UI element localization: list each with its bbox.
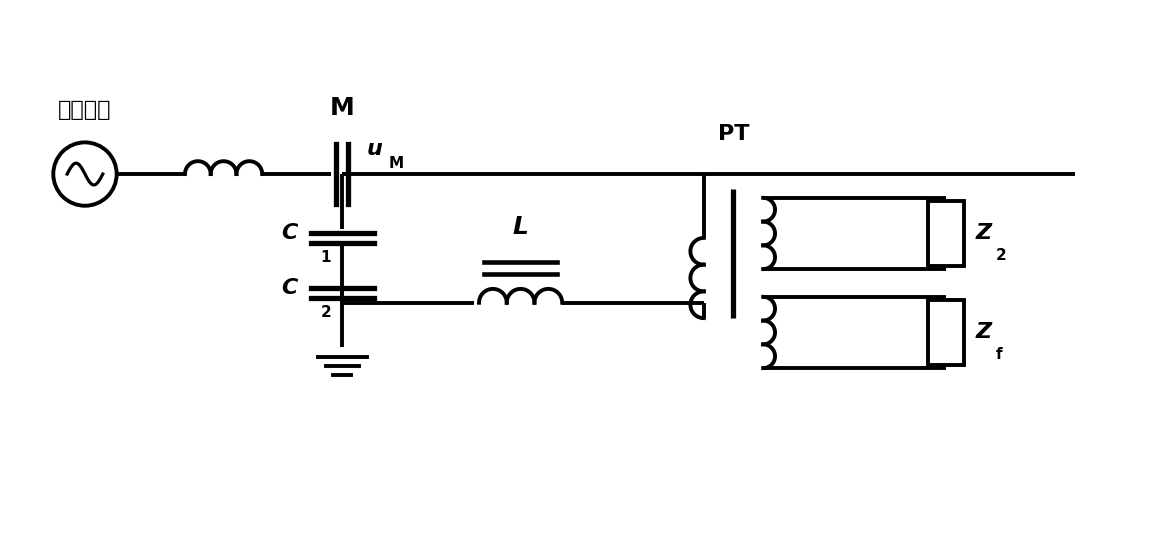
Text: Z: Z bbox=[976, 323, 992, 343]
Text: L: L bbox=[513, 215, 529, 239]
Text: Z: Z bbox=[976, 223, 992, 243]
Text: 电网等值: 电网等值 bbox=[58, 99, 111, 119]
Text: PT: PT bbox=[718, 124, 749, 145]
Text: u: u bbox=[368, 139, 383, 159]
Text: 2: 2 bbox=[320, 305, 332, 320]
Text: M: M bbox=[329, 95, 355, 119]
Text: f: f bbox=[995, 347, 1002, 362]
Text: 2: 2 bbox=[995, 248, 1007, 263]
Bar bbox=[928, 201, 964, 266]
Text: 1: 1 bbox=[320, 251, 331, 265]
Text: M: M bbox=[389, 156, 404, 171]
Text: C: C bbox=[282, 278, 298, 298]
Text: C: C bbox=[282, 223, 298, 243]
Bar bbox=[928, 300, 964, 365]
